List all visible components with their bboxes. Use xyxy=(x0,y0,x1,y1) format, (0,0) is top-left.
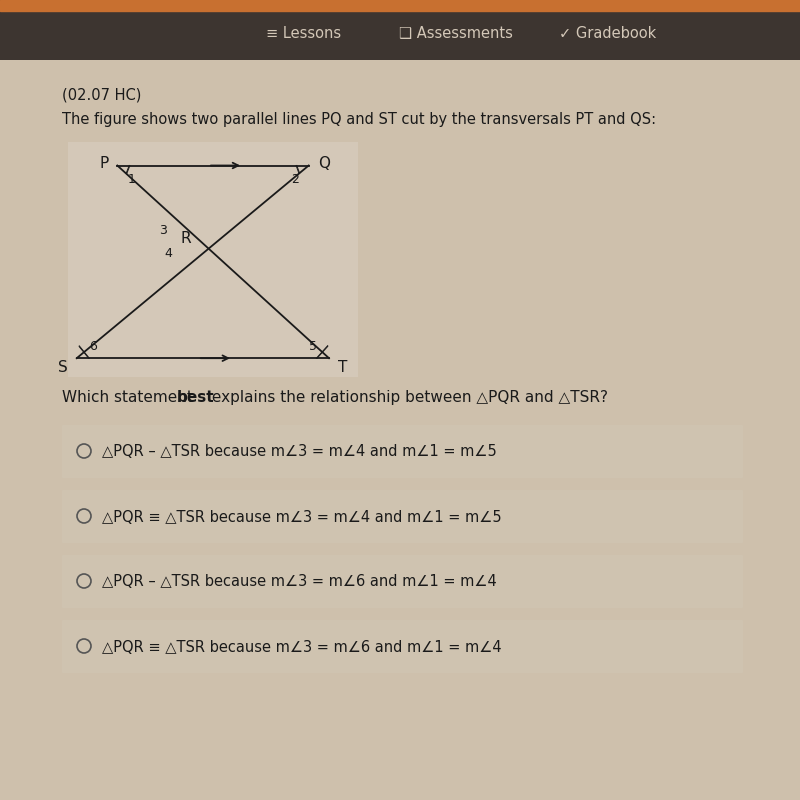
Text: △PQR ≡ △TSR because m∠3 = m∠6 and m∠1 = m∠4: △PQR ≡ △TSR because m∠3 = m∠6 and m∠1 = … xyxy=(102,639,502,654)
Text: S: S xyxy=(58,360,68,375)
Text: △PQR – △TSR because m∠3 = m∠6 and m∠1 = m∠4: △PQR – △TSR because m∠3 = m∠6 and m∠1 = … xyxy=(102,574,497,590)
Text: 2: 2 xyxy=(290,173,298,186)
Text: R: R xyxy=(180,231,191,246)
Text: △PQR ≡ △TSR because m∠3 = m∠4 and m∠1 = m∠5: △PQR ≡ △TSR because m∠3 = m∠4 and m∠1 = … xyxy=(102,510,502,525)
Text: 1: 1 xyxy=(127,173,135,186)
Text: best: best xyxy=(177,390,214,405)
Text: T: T xyxy=(338,360,347,375)
Text: Q: Q xyxy=(318,156,330,171)
Bar xyxy=(62,490,742,542)
Text: The figure shows two parallel lines PQ and ST cut by the transversals PT and QS:: The figure shows two parallel lines PQ a… xyxy=(62,112,656,127)
Text: (02.07 HC): (02.07 HC) xyxy=(62,88,142,103)
Text: ❑ Assessments: ❑ Assessments xyxy=(399,26,513,41)
Bar xyxy=(62,425,742,477)
Text: 3: 3 xyxy=(159,224,167,238)
Text: ≡ Lessons: ≡ Lessons xyxy=(266,26,342,41)
Bar xyxy=(68,142,358,377)
Bar xyxy=(62,555,742,607)
Text: ✓ Gradebook: ✓ Gradebook xyxy=(559,26,657,41)
Text: Which statement: Which statement xyxy=(62,390,198,405)
Bar xyxy=(0,0,800,10)
Bar xyxy=(62,620,742,672)
Text: 4: 4 xyxy=(165,247,172,260)
Text: 6: 6 xyxy=(89,340,97,353)
Text: explains the relationship between △PQR and △TSR?: explains the relationship between △PQR a… xyxy=(207,390,608,405)
Text: △PQR – △TSR because m∠3 = m∠4 and m∠1 = m∠5: △PQR – △TSR because m∠3 = m∠4 and m∠1 = … xyxy=(102,445,497,459)
Text: P: P xyxy=(99,156,108,171)
Text: 5: 5 xyxy=(309,340,317,353)
